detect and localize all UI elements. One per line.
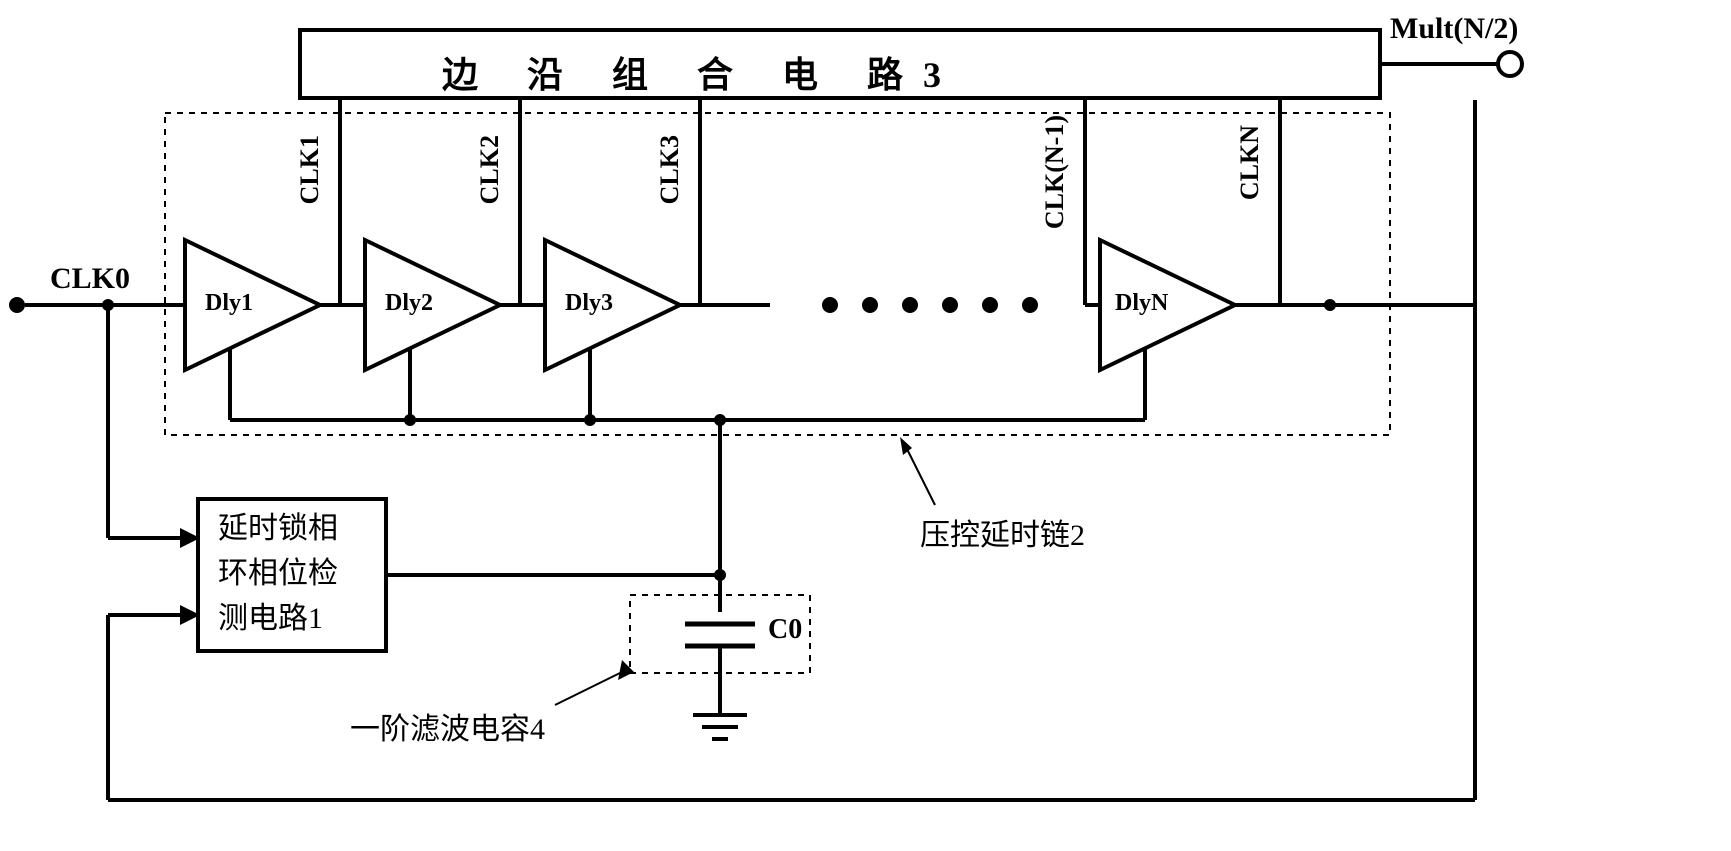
ellipsis-dot [822,297,838,313]
ellipsis-dot [902,297,918,313]
clk2-label: CLK2 [475,135,505,204]
mult-output-label: Mult(N/2) [1390,12,1518,46]
dlyN-label: DlyN [1115,290,1168,317]
c0-label: C0 [768,614,802,646]
ellipsis-dot [982,297,998,313]
pointer-arrow-delay-chain [905,445,935,505]
phase-detector-label: 延时锁相 环相位检 测电路1 [218,506,338,641]
clk3-label: CLK3 [655,135,685,204]
filter-cap-caption: 一阶滤波电容4 [350,704,545,748]
dly3-label: Dly3 [565,290,613,317]
mult-output-terminal [1498,52,1522,76]
dly2-label: Dly2 [385,290,433,317]
ellipsis-dot [1022,297,1038,313]
delay-chain-label: 压控延时链2 [920,510,1085,554]
clkN-1-label: CLK(N-1) [1040,115,1070,229]
clk0-terminal-dot [9,297,25,313]
dly1-label: Dly1 [205,290,253,317]
ellipsis-dot [862,297,878,313]
edge-combiner-label: 边 沿 组 合 电 路3 [442,46,961,98]
clkN-label: CLKN [1235,125,1265,200]
clk1-label: CLK1 [295,135,325,204]
pointer-arrow-filter-cap [555,672,622,705]
clk0-label: CLK0 [50,262,130,296]
delay-chain-dashed-box [165,113,1390,435]
ellipsis-dot [942,297,958,313]
